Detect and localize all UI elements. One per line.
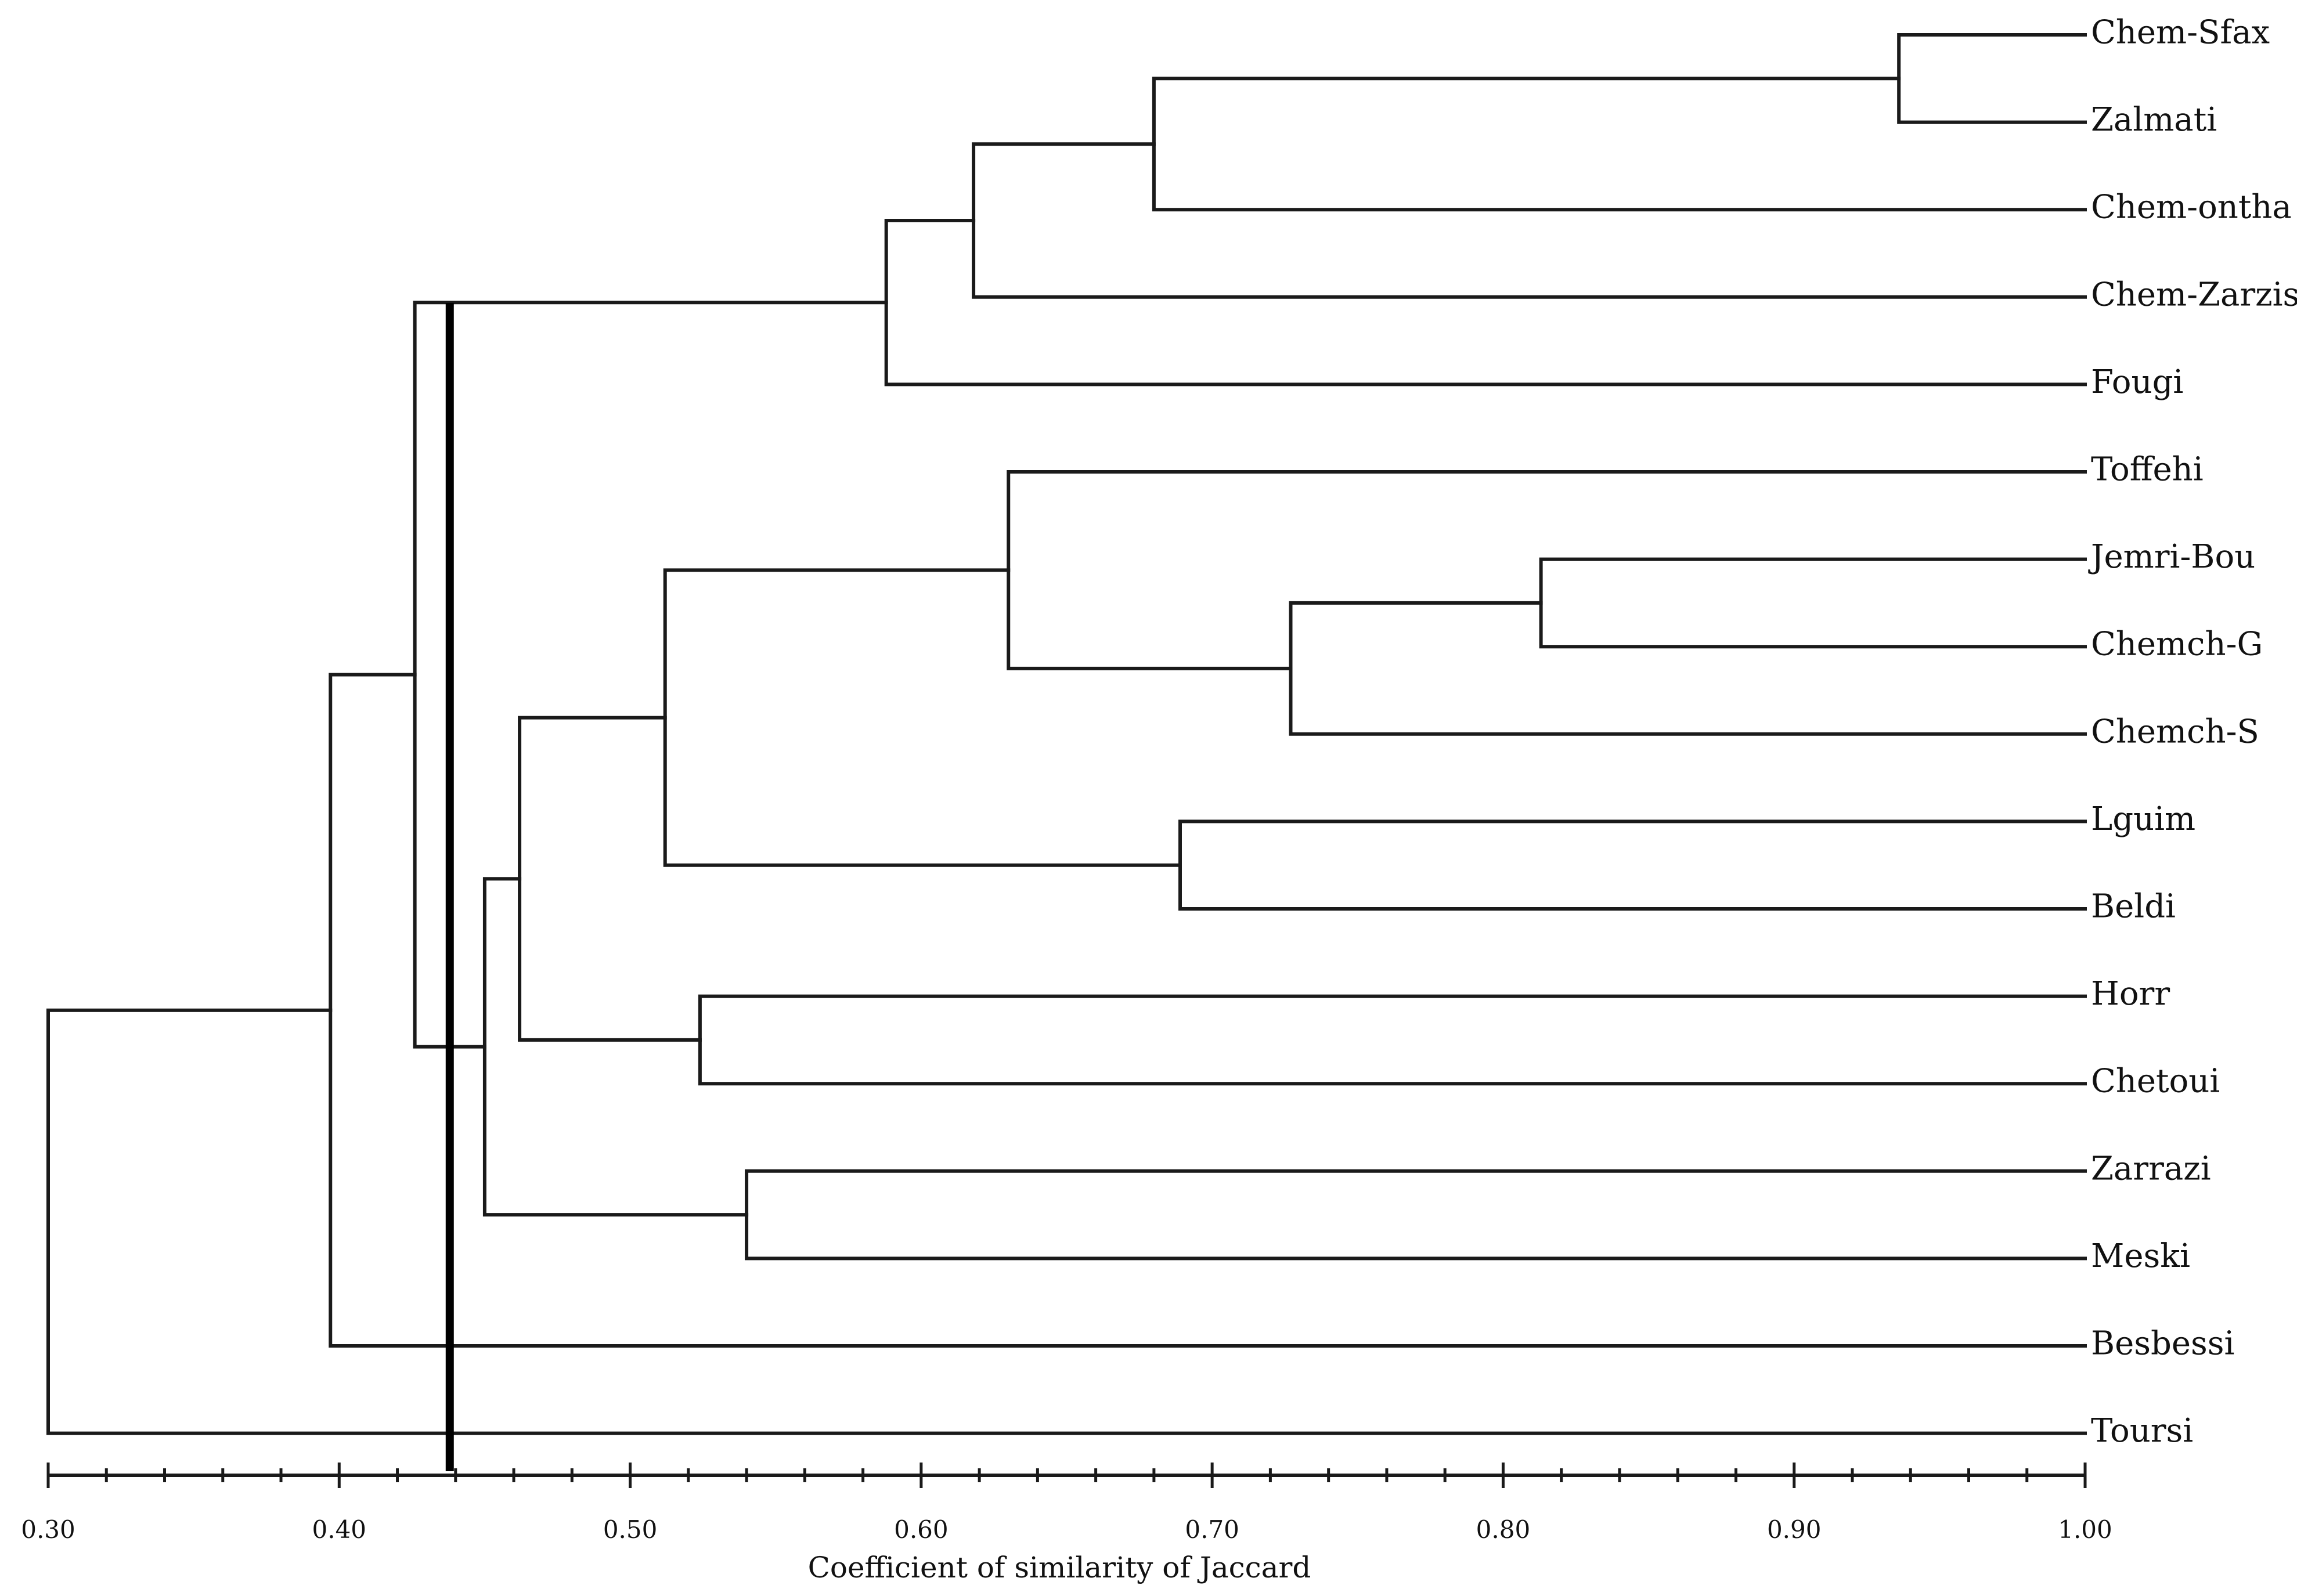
- branch-m4: [884, 219, 2087, 387]
- leaf-label-toffehi: Toffehi: [2091, 451, 2204, 489]
- axis-title: Coefficient of similarity of Jaccard: [808, 1551, 1311, 1584]
- branch-m16: [46, 1008, 2087, 1435]
- leaf-label-fougi: Fougi: [2091, 363, 2183, 401]
- branch-m1: [1897, 33, 2087, 124]
- tick-label: 0.50: [603, 1515, 658, 1544]
- branch-m13: [482, 877, 749, 1217]
- leaf-label-toursi: Toursi: [2091, 1412, 2193, 1450]
- leaf-label-chem-sfax: Chem-Sfax: [2091, 14, 2270, 52]
- branch-m2: [1152, 77, 2087, 212]
- leaf-label-beldi: Beldi: [2091, 888, 2176, 926]
- leaf-label-horr: Horr: [2091, 975, 2170, 1013]
- leaf-labels: Chem-Sfax Zalmati Chem-ontha Chem-Zarzis Fou…: [2088, 14, 2297, 1450]
- dendrogram-branches: [46, 33, 2087, 1435]
- tick-label: 0.40: [312, 1515, 367, 1544]
- tick-label: 0.90: [1767, 1515, 1822, 1544]
- branch-m5: [1539, 557, 2087, 649]
- leaf-label-chetoui: Chetoui: [2091, 1063, 2220, 1100]
- branch-m12: [745, 1169, 2087, 1261]
- tick-label: 0.80: [1476, 1515, 1531, 1544]
- branch-m10: [698, 994, 2087, 1086]
- leaf-label-meski: Meski: [2091, 1237, 2190, 1275]
- tick-label: 0.60: [894, 1515, 949, 1544]
- branch-m9: [663, 568, 1182, 867]
- leaf-label-lguim: Lguim: [2091, 800, 2195, 838]
- leaf-label-zalmati: Zalmati: [2091, 101, 2217, 139]
- tick-label: 0.70: [1185, 1515, 1239, 1544]
- branch-m7: [1007, 470, 2087, 670]
- tick-label: 0.30: [21, 1515, 75, 1544]
- tick-label: 1.00: [2058, 1515, 2112, 1544]
- similarity-axis: 0.30 0.40 0.50 0.60 0.70 0.80 0.90 1.00: [21, 1463, 2112, 1544]
- leaf-label-besbessi: Besbessi: [2091, 1325, 2234, 1363]
- leaf-label-chem-ontha: Chem-ontha: [2091, 189, 2292, 226]
- leaf-label-jemri-bou: Jemri-Bou: [2088, 538, 2255, 576]
- leaf-label-chemch-g: Chemch-G: [2091, 626, 2263, 663]
- leaf-label-chemch-s: Chemch-S: [2091, 713, 2259, 750]
- branch-m3: [972, 142, 2087, 299]
- branch-m8: [1178, 819, 2087, 911]
- branch-m15: [329, 673, 2087, 1348]
- branch-m11: [518, 716, 702, 1042]
- leaf-label-chem-zarzis: Chem-Zarzis: [2091, 276, 2297, 313]
- leaf-label-zarrazi: Zarrazi: [2091, 1150, 2211, 1187]
- branch-m6: [1289, 601, 2087, 736]
